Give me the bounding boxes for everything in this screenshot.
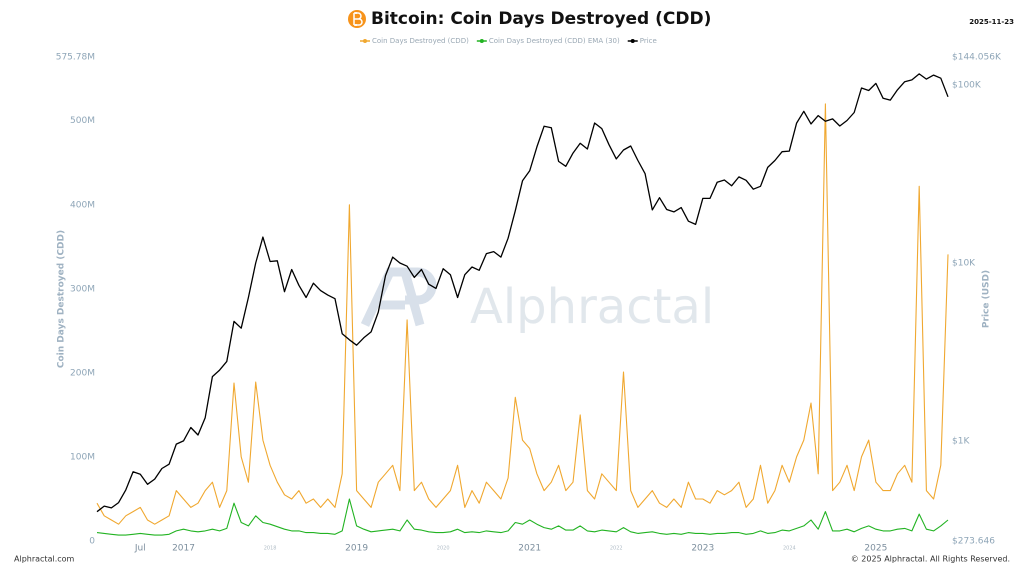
source: Alphractal.com [14,555,75,564]
copyright: © 2025 Alphractal. All Rights Reserved. [851,555,1010,564]
legend-label[interactable]: Price [640,37,657,45]
x-tick-label: 2019 [345,544,368,554]
watermark-logo [360,267,437,327]
series-line [96,103,949,525]
legend-marker [479,39,484,43]
x-tick-label: 2024 [783,546,796,552]
y2-axis-title: Price (USD) [982,270,992,328]
legend-label[interactable]: Coin Days Destroyed (CDD) [372,37,469,45]
bitcoin-glyph [353,12,363,26]
y-tick-label: 575.78M [56,53,95,63]
y-axis-title: Coin Days Destroyed (CDD) [57,230,67,368]
legend: Coin Days Destroyed (CDD) Coin Days Destr… [360,37,657,45]
x-tick-label: 2021 [518,544,541,554]
y2-tick-label: $100K [952,81,982,91]
x-tick-label: 2017 [172,544,195,554]
date: 2025-11-23 [969,18,1014,26]
x-tick-label: Jul [134,544,146,554]
y-tick-label: 100M [70,452,95,462]
x-tick-label: 2018 [264,546,277,552]
x-tick-label: 2022 [610,546,623,552]
y2-tick-label: $10K [952,259,976,269]
y-tick-label: 0 [89,537,95,547]
y-tick-label: 200M [70,368,95,378]
watermark: Alphractal [470,279,714,335]
legend-marker [630,39,635,43]
y2-tick-label: $273.646 [952,537,995,547]
y-tick-label: 500M [70,116,95,126]
y2-tick-label: $144.056K [952,53,1002,63]
x-tick-label: 2020 [437,546,450,552]
legend-marker [363,39,367,43]
x-tick-label: 2025 [864,544,887,554]
legend-label[interactable]: Coin Days Destroyed (CDD) EMA (30) [489,37,620,45]
x-tick-label: 2023 [691,544,714,554]
series-line [96,498,949,536]
series-line [96,73,949,513]
chart-title: Bitcoin: Coin Days Destroyed (CDD) [371,9,711,29]
y-tick-label: 300M [70,284,95,294]
y2-tick-label: $1K [952,436,970,446]
y-tick-label: 400M [70,200,95,210]
